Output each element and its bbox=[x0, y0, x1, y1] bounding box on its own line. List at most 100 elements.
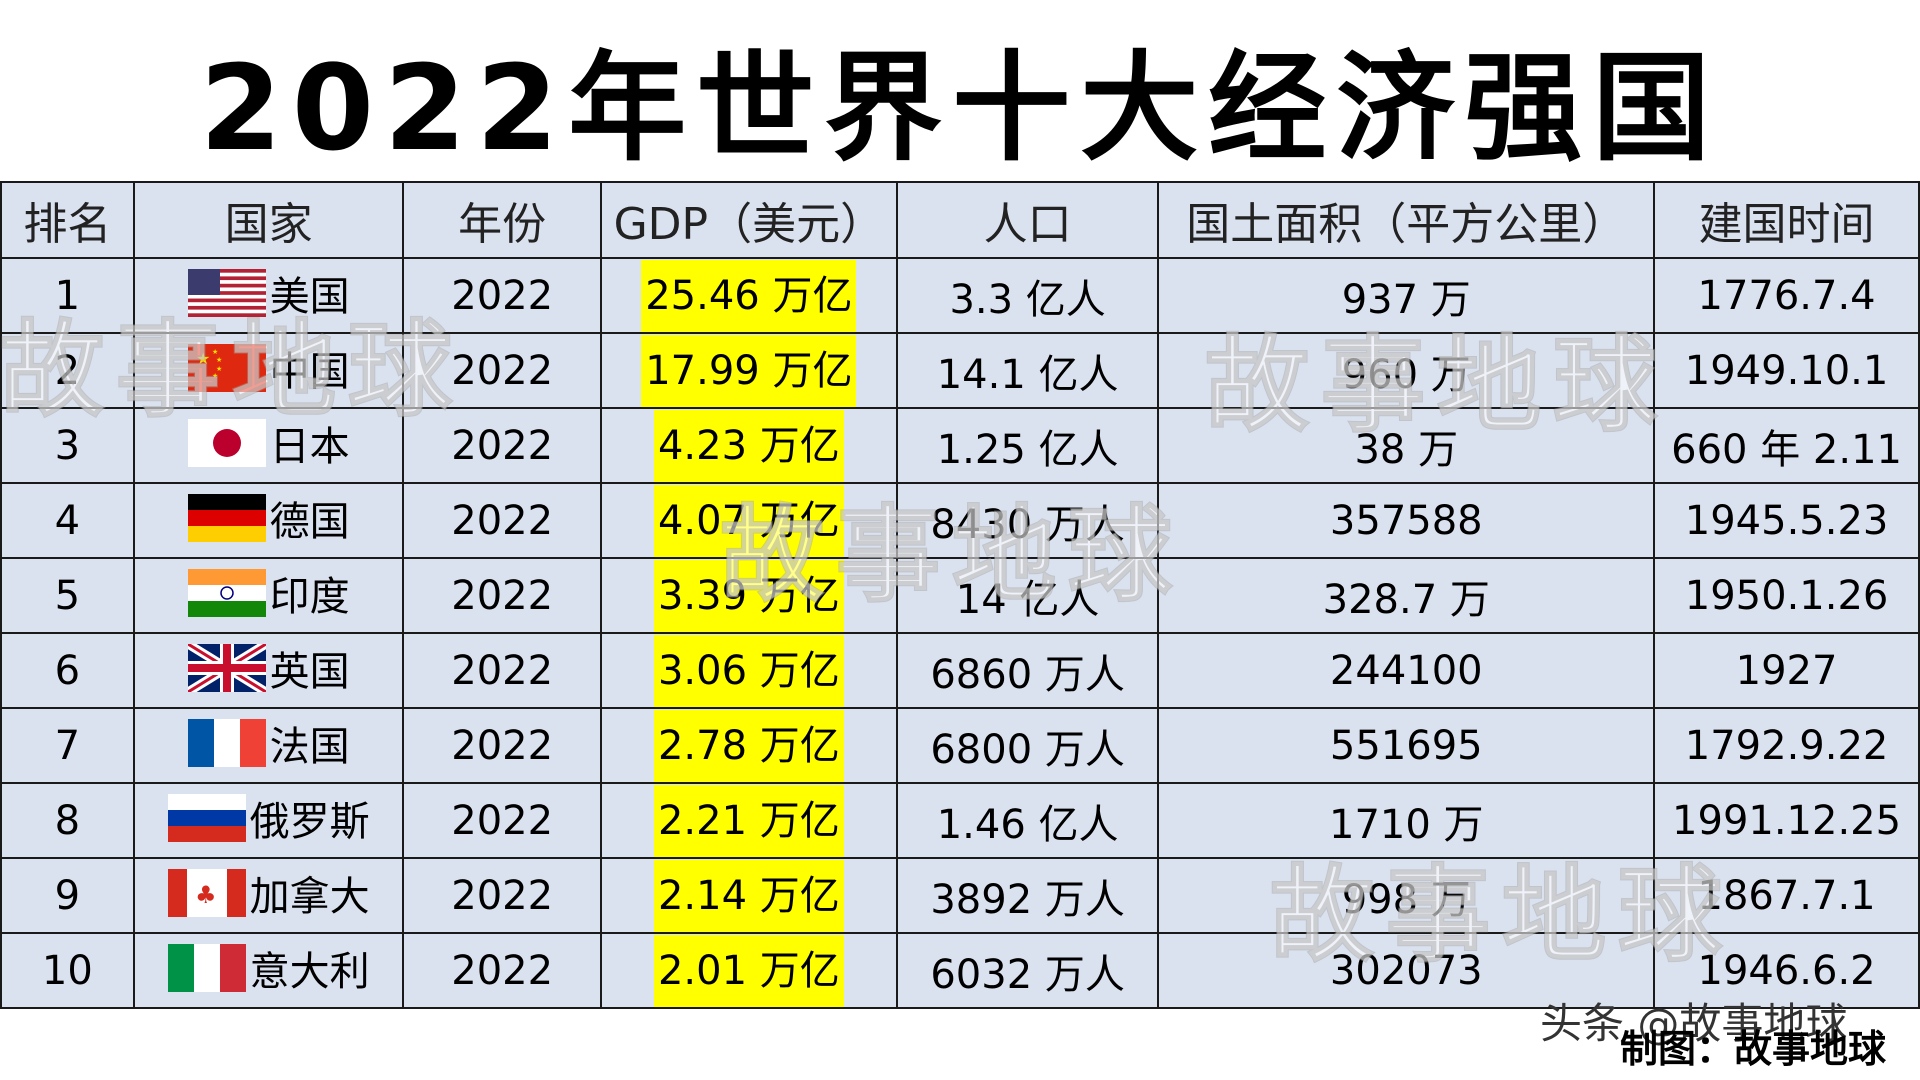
rank-cell: 5 bbox=[0, 557, 135, 634]
founded-cell: 660 年 2.11 bbox=[1653, 407, 1920, 484]
area-cell: 328.7 万 bbox=[1157, 557, 1656, 634]
table-row: 9 ♣ 加拿大 2022 2.14 万亿 3892 万人 998 万 1867.7.1 bbox=[0, 857, 1920, 934]
in-flag-icon bbox=[187, 569, 266, 617]
table-header-row: 排名 国家 年份 GDP（美元） 人口 国土面积（平方公里） 建国时间 bbox=[0, 181, 1920, 259]
country-name: 日本 bbox=[269, 424, 350, 470]
svg-text:★: ★ bbox=[212, 348, 218, 356]
de-flag-icon bbox=[187, 494, 266, 542]
population-cell: 6032 万人 bbox=[895, 932, 1160, 1009]
country-cell: 意大利 bbox=[132, 932, 405, 1009]
founded-cell: 1991.12.25 bbox=[1653, 782, 1920, 859]
country-cell: ★ ★ ★ ★ ★ 中国 bbox=[132, 332, 405, 409]
gdp-value: 3.06 万亿 bbox=[653, 635, 844, 706]
page-title: 2022年世界十大经济强国 bbox=[199, 39, 1721, 177]
year-cell: 2022 bbox=[402, 557, 602, 634]
gdp-value: 4.23 万亿 bbox=[653, 410, 844, 481]
rank-cell: 9 bbox=[0, 857, 135, 934]
country-cell: 德国 bbox=[132, 482, 405, 559]
gdp-value: 3.39 万亿 bbox=[653, 560, 844, 631]
country-name: 英国 bbox=[269, 649, 350, 695]
table-row: 5 印度 2022 3.39 万亿 14 亿人 328.7 万 1950.1.26 bbox=[0, 557, 1920, 634]
country-cell: 日本 bbox=[132, 407, 405, 484]
cn-flag-icon: ★ ★ ★ ★ ★ bbox=[187, 344, 266, 392]
source-label: 头条 @故事地球 bbox=[1540, 999, 1848, 1048]
rank-cell: 3 bbox=[0, 407, 135, 484]
founded-cell: 1946.6.2 bbox=[1653, 932, 1920, 1009]
rank-cell: 2 bbox=[0, 332, 135, 409]
gb-flag-icon bbox=[187, 644, 266, 692]
table-row: 8 俄罗斯 2022 2.21 万亿 1.46 亿人 1710 万 1991.12.25 bbox=[0, 782, 1920, 859]
table-row: 10 意大利 2022 2.01 万亿 6032 万人 302073 1946.6.2 bbox=[0, 932, 1920, 1009]
fr-flag-icon bbox=[187, 719, 266, 767]
ca-flag-icon: ♣ bbox=[167, 869, 246, 917]
founded-cell: 1792.9.22 bbox=[1653, 707, 1920, 784]
economies-table: 排名 国家 年份 GDP（美元） 人口 国土面积（平方公里） 建国时间 1 美国 2… bbox=[0, 181, 1920, 1009]
area-cell: 1710 万 bbox=[1157, 782, 1656, 859]
year-cell: 2022 bbox=[402, 707, 602, 784]
area-cell: 302073 bbox=[1157, 932, 1656, 1009]
population-cell: 1.25 亿人 bbox=[895, 407, 1160, 484]
founded-cell: 1949.10.1 bbox=[1653, 332, 1920, 409]
gdp-value: 2.21 万亿 bbox=[653, 785, 844, 856]
gdp-cell: 3.39 万亿 bbox=[599, 557, 898, 634]
country-name: 俄罗斯 bbox=[249, 799, 370, 845]
credit-label: 制图：故事地球 bbox=[1620, 1027, 1887, 1071]
gdp-value: 2.01 万亿 bbox=[653, 935, 844, 1006]
rank-cell: 1 bbox=[0, 257, 135, 334]
gdp-cell: 4.23 万亿 bbox=[599, 407, 898, 484]
gdp-value: 2.78 万亿 bbox=[653, 710, 844, 781]
header-rank: 排名 bbox=[0, 181, 135, 259]
area-cell: 244100 bbox=[1157, 632, 1656, 709]
rank-cell: 7 bbox=[0, 707, 135, 784]
gdp-cell: 3.06 万亿 bbox=[599, 632, 898, 709]
population-cell: 1.46 亿人 bbox=[895, 782, 1160, 859]
country-name: 法国 bbox=[269, 724, 350, 770]
table-row: 3 日本 2022 4.23 万亿 1.25 亿人 38 万 660 年 2.11 bbox=[0, 407, 1920, 484]
country-cell: 美国 bbox=[132, 257, 405, 334]
header-gdp: GDP（美元） bbox=[599, 181, 898, 259]
year-cell: 2022 bbox=[402, 257, 602, 334]
founded-cell: 1867.7.1 bbox=[1653, 857, 1920, 934]
country-name: 印度 bbox=[269, 574, 350, 620]
country-cell: 俄罗斯 bbox=[132, 782, 405, 859]
rank-cell: 10 bbox=[0, 932, 135, 1009]
gdp-cell: 2.78 万亿 bbox=[599, 707, 898, 784]
year-cell: 2022 bbox=[402, 782, 602, 859]
svg-text:★: ★ bbox=[216, 356, 222, 364]
header-founded: 建国时间 bbox=[1653, 181, 1920, 259]
population-cell: 14.1 亿人 bbox=[895, 332, 1160, 409]
table-row: 4 德国 2022 4.07 万亿 8430 万人 357588 1945.5.23 bbox=[0, 482, 1920, 559]
population-cell: 3.3 亿人 bbox=[895, 257, 1160, 334]
rank-cell: 8 bbox=[0, 782, 135, 859]
area-cell: 998 万 bbox=[1157, 857, 1656, 934]
country-name: 美国 bbox=[269, 274, 350, 320]
gdp-cell: 2.01 万亿 bbox=[599, 932, 898, 1009]
us-flag-icon bbox=[187, 269, 266, 317]
gdp-value: 2.14 万亿 bbox=[653, 860, 844, 931]
rank-cell: 6 bbox=[0, 632, 135, 709]
table-row: 1 美国 2022 25.46 万亿 3.3 亿人 937 万 1776.7.4 bbox=[0, 257, 1920, 334]
svg-text:★: ★ bbox=[212, 372, 218, 380]
area-cell: 960 万 bbox=[1157, 332, 1656, 409]
header-population: 人口 bbox=[895, 181, 1160, 259]
year-cell: 2022 bbox=[402, 857, 602, 934]
gdp-cell: 17.99 万亿 bbox=[599, 332, 898, 409]
country-name: 意大利 bbox=[249, 949, 370, 995]
gdp-value: 17.99 万亿 bbox=[641, 335, 857, 406]
area-cell: 551695 bbox=[1157, 707, 1656, 784]
year-cell: 2022 bbox=[402, 332, 602, 409]
area-cell: 937 万 bbox=[1157, 257, 1656, 334]
gdp-cell: 4.07 万亿 bbox=[599, 482, 898, 559]
country-cell: 法国 bbox=[132, 707, 405, 784]
header-year: 年份 bbox=[402, 181, 602, 259]
gdp-cell: 2.14 万亿 bbox=[599, 857, 898, 934]
gdp-value: 25.46 万亿 bbox=[641, 260, 857, 331]
country-name: 德国 bbox=[269, 499, 350, 545]
table-row: 2 ★ ★ ★ ★ ★ 中国 2022 17.99 万亿 14.1 亿人 960 万 1949.10.… bbox=[0, 332, 1920, 409]
population-cell: 6800 万人 bbox=[895, 707, 1160, 784]
population-cell: 3892 万人 bbox=[895, 857, 1160, 934]
year-cell: 2022 bbox=[402, 632, 602, 709]
table-row: 6 英国 2022 3.06 万亿 6860 万人 244100 1927 bbox=[0, 632, 1920, 709]
country-name: 中国 bbox=[269, 349, 350, 395]
founded-cell: 1950.1.26 bbox=[1653, 557, 1920, 634]
